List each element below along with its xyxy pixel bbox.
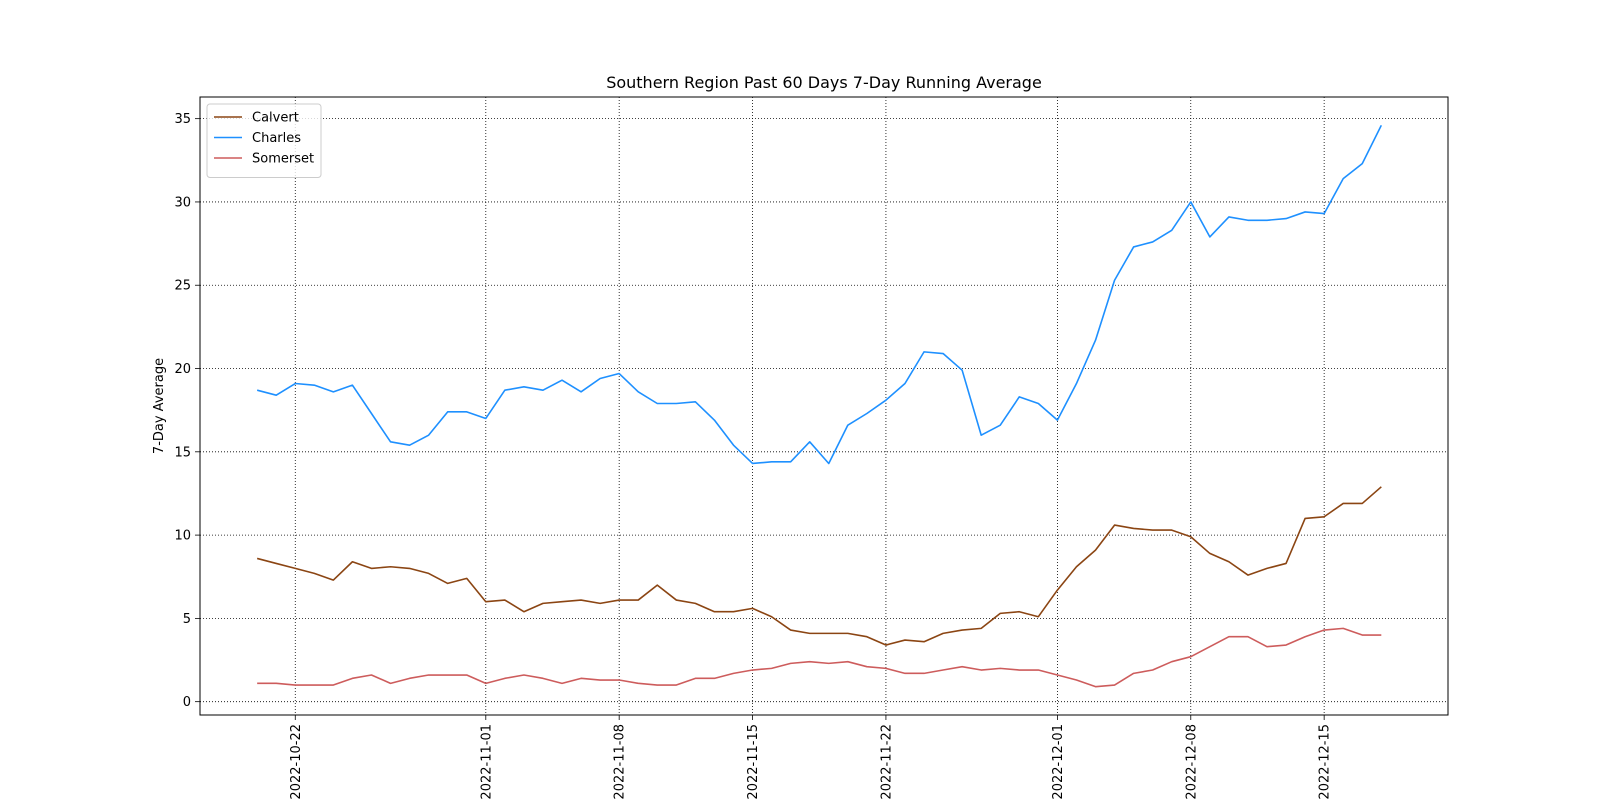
y-tick-label: 5 xyxy=(183,612,191,627)
y-tick-label: 10 xyxy=(174,529,191,544)
y-tick-label: 25 xyxy=(174,279,191,294)
x-tick-label: 2022-11-08 xyxy=(613,724,628,800)
tick-layer: 0 5 10 15 20 25 30 35 2022-10-22 2022-11-01 2022-1… xyxy=(174,112,1332,799)
y-tick-label: 15 xyxy=(174,445,191,460)
y-tick-label: 20 xyxy=(174,362,191,377)
y-tick-label: 30 xyxy=(174,195,191,210)
x-tick-label: 2022-12-01 xyxy=(1051,724,1066,800)
x-tick-label: 2022-10-22 xyxy=(289,724,304,800)
legend-box xyxy=(206,103,322,178)
legend: Calvert Charles Somerset xyxy=(206,103,322,178)
y-axis-label: 7-Day Average xyxy=(152,358,167,454)
x-tick-label: 2022-12-08 xyxy=(1184,724,1199,800)
series-line-somerset xyxy=(257,627,1382,688)
x-tick-label: 2022-11-15 xyxy=(746,724,761,800)
y-tick-label: 35 xyxy=(174,112,191,127)
legend-label-calvert: Calvert xyxy=(252,111,299,126)
legend-label-somerset: Somerset xyxy=(252,152,314,167)
series-line-charles xyxy=(256,124,1383,465)
grid-layer xyxy=(200,97,1448,715)
x-tick-label: 2022-11-01 xyxy=(479,724,494,800)
y-tick-label: 0 xyxy=(183,695,191,710)
x-tick-label: 2022-11-22 xyxy=(879,724,894,800)
plot-frame xyxy=(199,96,1449,716)
chart-title: Southern Region Past 60 Days 7-Day Runni… xyxy=(606,73,1042,92)
series-line-calvert xyxy=(256,486,1382,646)
legend-label-charles: Charles xyxy=(252,131,301,146)
x-tick-label: 2022-12-15 xyxy=(1318,724,1333,800)
series-layer xyxy=(256,124,1383,688)
